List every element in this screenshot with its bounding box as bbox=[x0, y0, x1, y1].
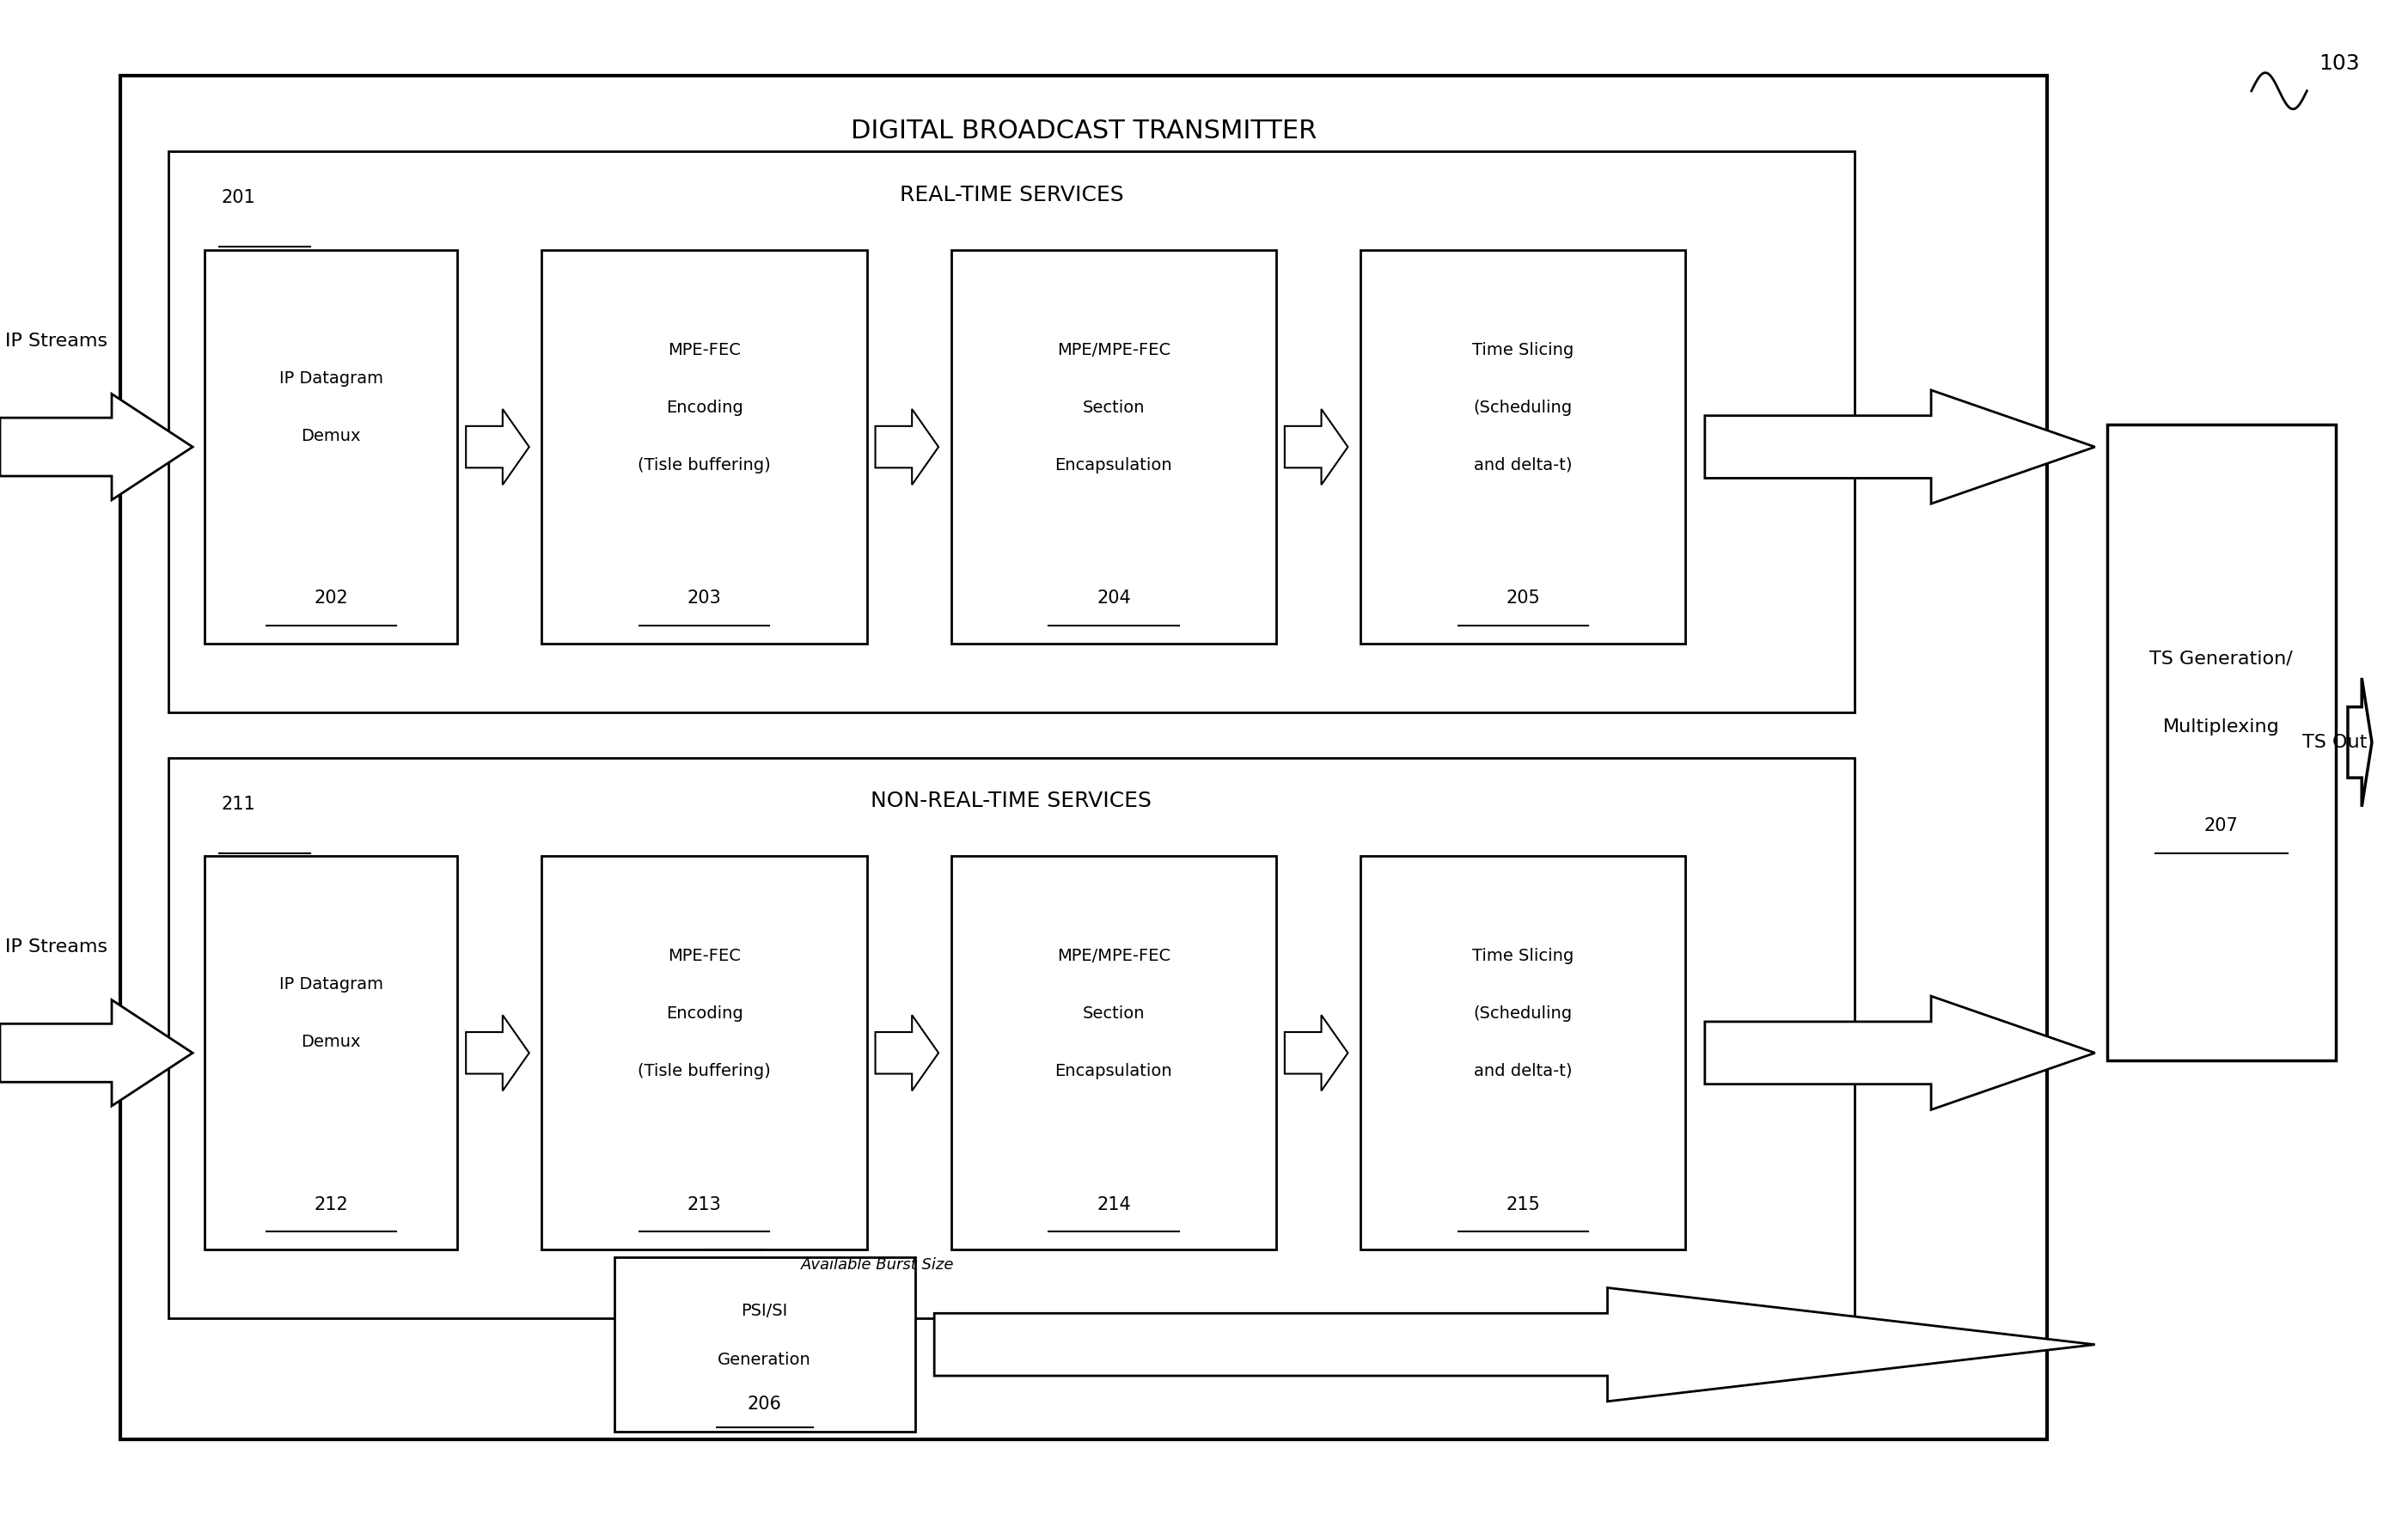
Text: 215: 215 bbox=[1505, 1195, 1541, 1214]
Polygon shape bbox=[1286, 1015, 1348, 1091]
Text: IP Streams: IP Streams bbox=[5, 332, 108, 350]
Polygon shape bbox=[0, 394, 193, 500]
Bar bbox=[169, 152, 1854, 712]
Text: Time Slicing: Time Slicing bbox=[1471, 948, 1575, 964]
Text: (Tisle buffering): (Tisle buffering) bbox=[638, 458, 771, 473]
Text: Demux: Demux bbox=[301, 1035, 361, 1050]
Text: IP Datagram: IP Datagram bbox=[279, 977, 383, 992]
Text: 202: 202 bbox=[313, 589, 349, 608]
Polygon shape bbox=[2348, 679, 2372, 806]
Bar bbox=[542, 250, 867, 644]
Text: TS Out: TS Out bbox=[2302, 733, 2367, 751]
Bar bbox=[205, 250, 458, 644]
Polygon shape bbox=[1705, 997, 2095, 1109]
Bar bbox=[951, 250, 1276, 644]
Bar bbox=[614, 1257, 915, 1432]
Text: 207: 207 bbox=[2203, 817, 2239, 835]
Text: (Tisle buffering): (Tisle buffering) bbox=[638, 1064, 771, 1079]
Text: Time Slicing: Time Slicing bbox=[1471, 342, 1575, 358]
Text: IP Datagram: IP Datagram bbox=[279, 371, 383, 386]
Text: MPE/MPE-FEC: MPE/MPE-FEC bbox=[1057, 342, 1170, 358]
Bar bbox=[951, 856, 1276, 1250]
Polygon shape bbox=[1286, 409, 1348, 485]
Text: 204: 204 bbox=[1096, 589, 1132, 608]
Text: and delta-t): and delta-t) bbox=[1474, 458, 1572, 473]
Text: 211: 211 bbox=[222, 795, 255, 812]
Bar bbox=[1361, 250, 1686, 644]
Bar bbox=[120, 76, 2047, 1439]
Text: 203: 203 bbox=[686, 589, 722, 608]
Text: Encapsulation: Encapsulation bbox=[1055, 1064, 1173, 1079]
Text: Encapsulation: Encapsulation bbox=[1055, 458, 1173, 473]
Polygon shape bbox=[934, 1288, 2095, 1401]
Bar bbox=[542, 856, 867, 1250]
Polygon shape bbox=[467, 409, 530, 485]
Bar bbox=[205, 856, 458, 1250]
Text: 206: 206 bbox=[746, 1395, 783, 1413]
Polygon shape bbox=[0, 1000, 193, 1106]
Text: TS Generation/: TS Generation/ bbox=[2150, 650, 2292, 668]
Text: 212: 212 bbox=[313, 1195, 349, 1214]
Text: Available Burst Size: Available Burst Size bbox=[799, 1257, 954, 1273]
Text: MPE-FEC: MPE-FEC bbox=[667, 948, 742, 964]
Text: Encoding: Encoding bbox=[665, 1006, 744, 1021]
Polygon shape bbox=[467, 1015, 530, 1091]
Text: 213: 213 bbox=[686, 1195, 722, 1214]
Text: Multiplexing: Multiplexing bbox=[2162, 718, 2280, 736]
Text: Section: Section bbox=[1084, 1006, 1144, 1021]
Bar bbox=[1361, 856, 1686, 1250]
Text: Encoding: Encoding bbox=[665, 400, 744, 415]
Text: DIGITAL BROADCAST TRANSMITTER: DIGITAL BROADCAST TRANSMITTER bbox=[850, 118, 1317, 142]
Text: Demux: Demux bbox=[301, 429, 361, 444]
Text: and delta-t): and delta-t) bbox=[1474, 1064, 1572, 1079]
Text: IP Streams: IP Streams bbox=[5, 938, 108, 956]
Text: PSI/SI: PSI/SI bbox=[742, 1303, 787, 1320]
Text: NON-REAL-TIME SERVICES: NON-REAL-TIME SERVICES bbox=[872, 791, 1151, 812]
Text: REAL-TIME SERVICES: REAL-TIME SERVICES bbox=[898, 185, 1125, 206]
Text: MPE-FEC: MPE-FEC bbox=[667, 342, 742, 358]
Text: 214: 214 bbox=[1096, 1195, 1132, 1214]
Text: (Scheduling: (Scheduling bbox=[1474, 1006, 1572, 1021]
Polygon shape bbox=[877, 409, 939, 485]
Polygon shape bbox=[1705, 389, 2095, 503]
Text: 103: 103 bbox=[2319, 53, 2360, 74]
Text: Generation: Generation bbox=[718, 1351, 811, 1368]
Bar bbox=[169, 758, 1854, 1318]
Text: (Scheduling: (Scheduling bbox=[1474, 400, 1572, 415]
Text: MPE/MPE-FEC: MPE/MPE-FEC bbox=[1057, 948, 1170, 964]
Text: 205: 205 bbox=[1505, 589, 1541, 608]
Text: 201: 201 bbox=[222, 189, 255, 206]
Bar bbox=[2107, 424, 2336, 1060]
Text: Section: Section bbox=[1084, 400, 1144, 415]
Polygon shape bbox=[877, 1015, 939, 1091]
